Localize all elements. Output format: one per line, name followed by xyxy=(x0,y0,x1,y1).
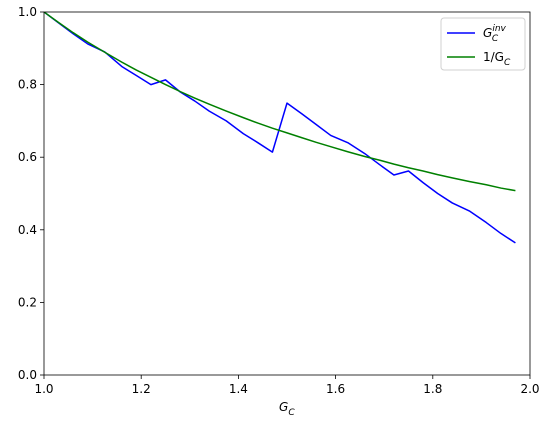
x-tick-label: 2.0 xyxy=(520,382,539,396)
label-base: 1/G xyxy=(483,50,504,64)
label-sup: inv xyxy=(492,24,506,34)
data-line xyxy=(44,12,516,244)
math-label: GC xyxy=(279,400,295,418)
y-tick-label: 0.6 xyxy=(18,150,37,164)
x-tick-label: 1.8 xyxy=(423,382,442,396)
data-line xyxy=(44,12,516,192)
x-tick-label: 1.6 xyxy=(326,382,345,396)
x-tick-label: 1.2 xyxy=(132,382,151,396)
label-sub: C xyxy=(504,58,511,68)
label-base: G xyxy=(279,400,288,414)
label-base: G xyxy=(483,26,492,40)
y-tick-label: 0.4 xyxy=(18,223,37,237)
y-tick-label: 0.0 xyxy=(18,368,37,382)
y-tick-label: 0.8 xyxy=(18,78,37,92)
label-sub: C xyxy=(492,34,499,44)
math-label: Ginv C xyxy=(483,24,507,44)
y-tick-label: 1.0 xyxy=(18,5,37,19)
plot-frame xyxy=(43,11,531,376)
math-label: 1/GC xyxy=(483,50,511,68)
label-sub: C xyxy=(288,408,295,418)
x-tick-label: 1.0 xyxy=(34,382,53,396)
x-tick-label: 1.4 xyxy=(229,382,248,396)
y-tick-label: 0.2 xyxy=(18,295,37,309)
